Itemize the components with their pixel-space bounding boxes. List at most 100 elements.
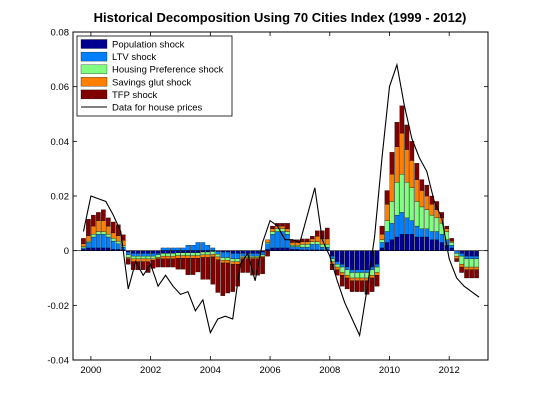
- bar-segment: [464, 250, 469, 257]
- bar-segment: [404, 234, 410, 251]
- bar-segment: [349, 280, 355, 292]
- bar-segment: [155, 254, 161, 258]
- bar-segment: [130, 255, 136, 260]
- bar-segment: [354, 277, 360, 281]
- bar-segment: [165, 247, 171, 251]
- bar-segment: [200, 254, 206, 258]
- bar-segment: [324, 227, 330, 240]
- bar-segment: [310, 236, 315, 240]
- bar-segment: [334, 261, 340, 265]
- bar-segment: [86, 240, 91, 243]
- bar-segment: [230, 253, 236, 260]
- bar-segment: [409, 234, 415, 251]
- bar-segment: [374, 275, 380, 287]
- bar-segment: [210, 254, 216, 258]
- bar-segment: [185, 258, 191, 275]
- bar-segment: [469, 250, 474, 257]
- bar-segment: [225, 262, 231, 294]
- bar-segment: [220, 262, 226, 296]
- y-tick-label: 0.08: [51, 28, 70, 39]
- bar-segment: [454, 253, 459, 257]
- bar-segment: [225, 257, 231, 261]
- bar-segment: [160, 255, 166, 260]
- bar-segment: [135, 258, 141, 262]
- y-tick-label: 0.04: [51, 137, 70, 148]
- bar-segment: [474, 269, 479, 279]
- bar-segment: [409, 160, 415, 188]
- bar-segment: [180, 247, 186, 251]
- bar-segment: [384, 231, 390, 243]
- bar-segment: [394, 122, 400, 147]
- bar-segment: [434, 231, 440, 240]
- bar-segment: [185, 245, 191, 251]
- bar-segment: [260, 255, 265, 258]
- bar-segment: [459, 266, 464, 273]
- legend-swatch: [80, 77, 108, 87]
- bar-segment: [225, 260, 231, 264]
- bar-segment: [175, 250, 181, 254]
- bar-segment: [160, 258, 166, 268]
- bar-segment: [250, 255, 255, 258]
- bar-segment: [359, 280, 365, 292]
- bar-segment: [86, 235, 91, 242]
- bar-segment: [185, 252, 191, 256]
- bar-segment: [106, 225, 111, 235]
- bar-segment: [150, 258, 156, 261]
- bar-segment: [384, 204, 390, 221]
- series-line: [82, 62, 480, 338]
- bar-segment: [270, 228, 275, 232]
- bar-segment: [190, 250, 196, 254]
- bar-segment: [165, 255, 171, 260]
- bar-segment: [180, 255, 186, 259]
- bar-segment: [145, 255, 151, 260]
- bar-segment: [419, 179, 425, 191]
- bar-segment: [220, 260, 226, 264]
- bar-segment: [315, 236, 320, 242]
- bar-segment: [175, 255, 181, 259]
- bar-segment: [205, 245, 211, 251]
- y-tick-label: 0: [64, 246, 69, 257]
- bar-segment: [295, 246, 300, 250]
- bar-segment: [101, 231, 106, 235]
- bar-segment: [91, 214, 96, 227]
- bar-segment: [399, 132, 405, 175]
- bar-segment: [379, 239, 385, 243]
- bar-segment: [444, 225, 450, 229]
- bar-segment: [454, 250, 459, 254]
- bar-segment: [364, 250, 370, 270]
- bar-segment: [145, 253, 151, 257]
- bar-segment: [369, 269, 375, 276]
- bar-segment: [459, 253, 464, 257]
- bar-segment: [265, 243, 270, 250]
- bar-segment: [265, 239, 270, 243]
- bar-segment: [106, 234, 111, 238]
- bar-segment: [399, 105, 405, 134]
- bar-segment: [349, 272, 355, 279]
- bar-segment: [160, 253, 166, 257]
- bar-segment: [290, 246, 295, 250]
- bar-segment: [86, 242, 91, 249]
- bar-segment: [369, 275, 375, 279]
- bar-segment: [135, 253, 141, 257]
- bar-segment: [215, 254, 221, 258]
- bar-segment: [200, 257, 206, 280]
- legend-box: [76, 35, 233, 117]
- bar-segment: [165, 253, 171, 257]
- bar-segment: [230, 261, 236, 265]
- bar-segment: [81, 246, 86, 249]
- legend-label: Data for house prices: [112, 103, 203, 114]
- bar-segment: [404, 124, 410, 150]
- bar-segment: [459, 255, 464, 265]
- bar-segment: [354, 250, 360, 270]
- bar-segment: [135, 255, 141, 260]
- bar-segment: [190, 252, 196, 256]
- bar-segment: [91, 225, 96, 235]
- bar-segment: [111, 238, 116, 242]
- bar-segment: [404, 182, 410, 219]
- bar-segment: [81, 247, 86, 250]
- bar-segment: [215, 251, 221, 255]
- legend-label: TFP shock: [112, 90, 157, 101]
- bar-segment: [310, 238, 315, 242]
- house-price-line: [82, 62, 480, 338]
